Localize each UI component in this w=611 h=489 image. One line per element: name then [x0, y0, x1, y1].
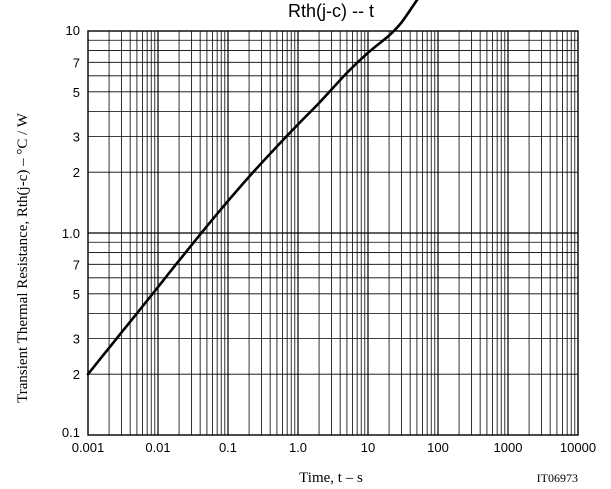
grid-lines [88, 31, 578, 435]
y-tick-label: 5 [73, 85, 80, 100]
curve-layer [86, 0, 419, 376]
y-tick-label: 10 [66, 23, 80, 38]
thermal-resistance-curve [86, 0, 419, 376]
x-tick-label: 10000 [560, 440, 596, 455]
y-tick-label: 7 [73, 257, 80, 272]
x-tick-label: 1000 [494, 440, 523, 455]
x-tick-label: 100 [427, 440, 449, 455]
x-tick-label: 0.01 [145, 440, 170, 455]
y-tick-label: 0.1 [62, 425, 80, 440]
y-tick-label: 1.0 [62, 226, 80, 241]
y-tick-labels: 0.1 2 3 5 7 1.0 2 3 5 7 10 [62, 23, 80, 440]
x-tick-labels: 0.001 0.01 0.1 1.0 10 100 1000 10000 [72, 440, 596, 455]
chart-title: Rth(j-c) -- t [288, 1, 374, 21]
y-axis-label: Transient Thermal Resistance, Rth(j-c) –… [15, 112, 31, 403]
y-tick-label: 5 [73, 287, 80, 302]
y-tick-label: 2 [73, 367, 80, 382]
y-tick-label: 3 [73, 130, 80, 145]
y-tick-label: 7 [73, 55, 80, 70]
x-axis-label: Time, t – s [299, 470, 363, 486]
x-tick-label: 0.001 [72, 440, 105, 455]
figure-code-label: IT06973 [537, 471, 578, 485]
plot-frame [87, 30, 579, 436]
x-tick-label: 10 [361, 440, 375, 455]
x-tick-label: 0.1 [219, 440, 237, 455]
y-tick-label: 2 [73, 165, 80, 180]
y-tick-label: 3 [73, 332, 80, 347]
x-tick-label: 1.0 [289, 440, 307, 455]
